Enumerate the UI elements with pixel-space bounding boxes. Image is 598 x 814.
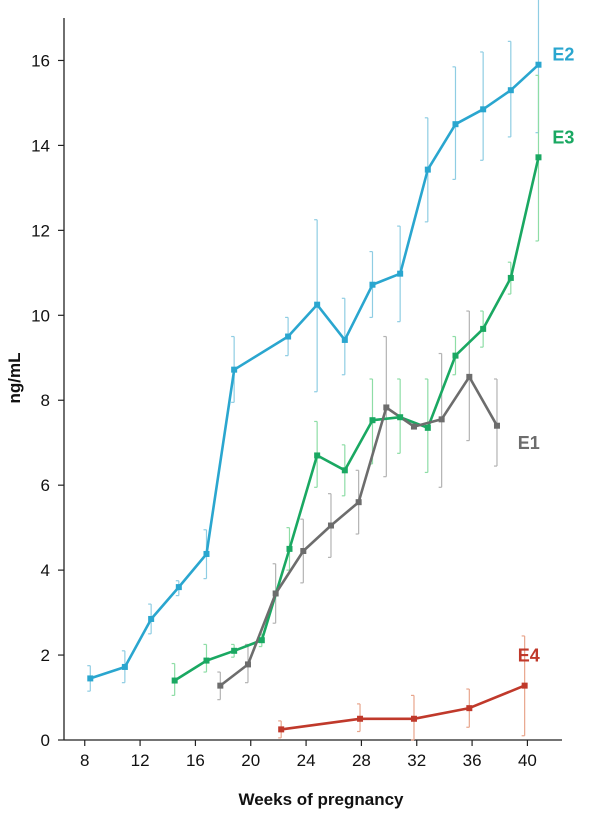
e3-data-point	[424, 424, 431, 431]
e2-data-point	[314, 301, 321, 308]
e2-data-point	[369, 281, 376, 288]
e3-data-point	[231, 647, 238, 654]
e1-data-point	[410, 423, 417, 430]
y-tick-label: 12	[31, 221, 50, 240]
axes	[63, 18, 562, 741]
e1-data-point	[383, 404, 390, 411]
e3-series-label: E3	[552, 127, 574, 147]
e4-data-point	[521, 682, 528, 689]
e1-error-bar	[493, 378, 498, 467]
e2-data-point	[231, 366, 238, 373]
e2-data-point	[87, 675, 94, 682]
y-tick-label: 14	[31, 136, 50, 155]
e4-data-point	[466, 705, 473, 712]
e1-data-point	[300, 548, 307, 555]
x-tick-label: 24	[297, 751, 316, 770]
y-tick-label: 10	[31, 306, 50, 325]
e2-data-point	[148, 615, 155, 622]
e2-data-point	[341, 336, 348, 343]
e1-data-point	[217, 682, 224, 689]
x-tick-label: 40	[518, 751, 537, 770]
e3-data-point	[314, 452, 321, 459]
x-tick-label: 36	[463, 751, 482, 770]
e2-data-point	[424, 166, 431, 173]
e2-data-point	[480, 106, 487, 113]
e2-data-point	[121, 663, 128, 670]
e3-data-point	[507, 274, 514, 281]
y-tick-label: 0	[41, 731, 50, 750]
y-tick-label: 6	[41, 476, 50, 495]
e3-data-point	[341, 467, 348, 474]
e2-error-bar	[480, 51, 484, 161]
e3-series-line	[174, 157, 540, 682]
e1-data-point	[438, 416, 445, 423]
y-tick-label: 2	[41, 646, 50, 665]
e3-data-point	[203, 657, 210, 664]
y-tick-label: 16	[31, 51, 50, 70]
e2-data-point	[203, 550, 210, 557]
e2-error-bar	[341, 297, 346, 376]
e4-data-point	[357, 715, 364, 722]
series-labels: E2 E3 E1 E4	[518, 44, 575, 665]
e2-data-point	[285, 333, 292, 340]
e2-data-point	[507, 87, 514, 94]
e3-data-point	[535, 154, 542, 161]
series-markers	[87, 61, 542, 733]
x-tick-label: 20	[241, 751, 260, 770]
y-tick-label: 8	[41, 391, 50, 410]
e3-data-point	[286, 545, 293, 552]
e3-data-point	[397, 414, 404, 421]
e1-data-point	[355, 499, 362, 506]
y-tick-label: 4	[41, 561, 50, 580]
e2-series-label: E2	[552, 44, 574, 64]
e3-data-point	[258, 637, 265, 644]
e1-series-label: E1	[518, 433, 540, 453]
x-tick-label: 16	[186, 751, 205, 770]
e4-series-label: E4	[518, 645, 540, 665]
e2-data-point	[535, 61, 542, 68]
e2-data-point	[452, 121, 459, 128]
x-tick-label: 8	[80, 751, 89, 770]
e3-data-point	[369, 417, 376, 424]
e1-data-point	[327, 522, 334, 529]
e1-data-point	[272, 590, 279, 597]
y-axis-title: ng/mL	[5, 353, 24, 404]
x-tick-label: 32	[407, 751, 426, 770]
e1-data-point	[493, 422, 500, 429]
e4-data-point	[278, 726, 285, 733]
e2-series-line	[89, 63, 540, 680]
e3-data-point	[480, 325, 487, 332]
e1-data-point	[466, 373, 473, 380]
e2-data-point	[175, 584, 182, 591]
x-tick-label: 28	[352, 751, 371, 770]
e3-data-point	[452, 352, 459, 359]
error-bars	[87, 0, 540, 741]
e2-data-point	[397, 270, 404, 277]
x-axis-title: Weeks of pregnancy	[238, 790, 404, 809]
e4-data-point	[410, 715, 417, 722]
e3-data-point	[171, 677, 178, 684]
e4-series-line	[281, 684, 526, 731]
x-tick-label: 12	[131, 751, 150, 770]
series-lines	[89, 63, 540, 731]
e1-data-point	[244, 661, 251, 668]
